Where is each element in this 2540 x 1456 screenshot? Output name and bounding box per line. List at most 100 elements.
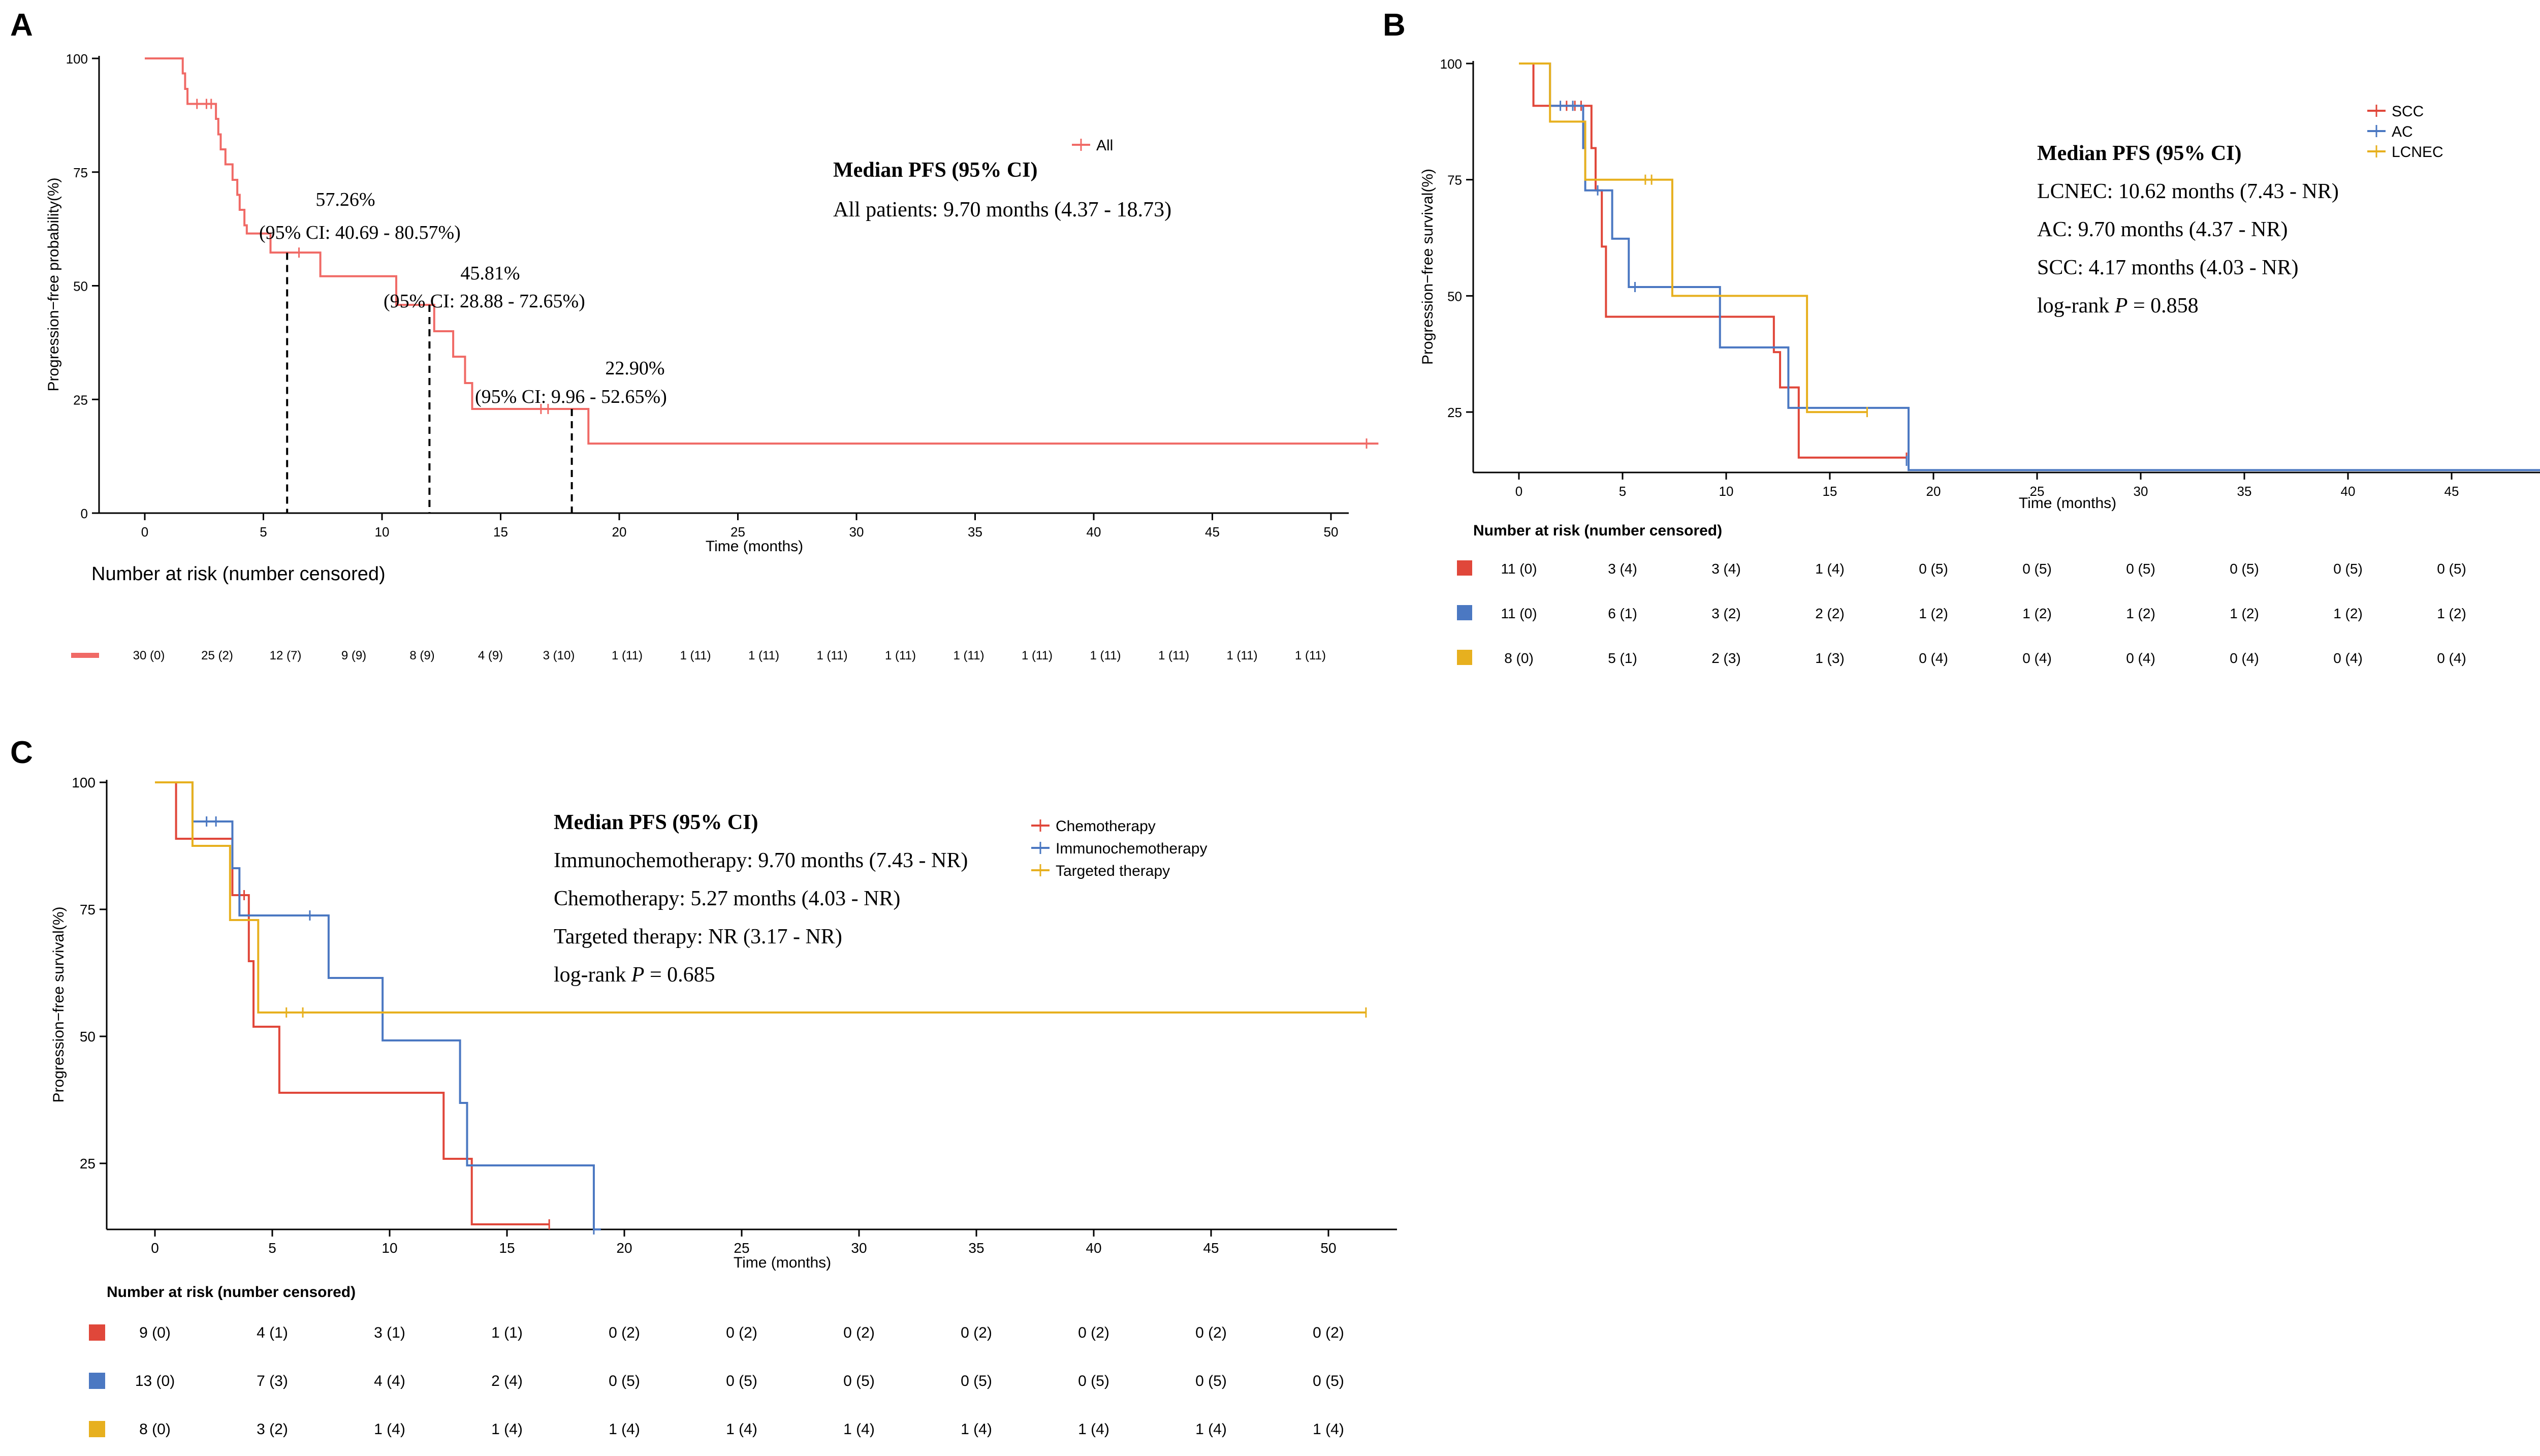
panel-a-risk-cell: 3 (10) bbox=[543, 649, 575, 662]
panel-c-x-tick-label: 5 bbox=[268, 1240, 276, 1256]
panel-a-risk-cell: 12 (7) bbox=[270, 649, 302, 662]
panel-c-risk-cell: 0 (2) bbox=[1195, 1324, 1227, 1341]
panel-b-x-tick-label: 40 bbox=[2341, 484, 2356, 499]
panel-b-risk-cell: 0 (5) bbox=[2126, 561, 2155, 577]
panel-a-risk-cell: 1 (11) bbox=[612, 649, 643, 662]
panel-c-risk-cell: 8 (0) bbox=[139, 1421, 171, 1438]
panel-c-risk-cell: 1 (4) bbox=[609, 1421, 640, 1438]
panel-b-x-tick-label: 20 bbox=[1926, 484, 1941, 499]
panel-c-legend-label: Targeted therapy bbox=[1056, 863, 1170, 879]
panel-c-risk-cell: 0 (5) bbox=[961, 1373, 992, 1389]
panel-b-pvalue: log-rank P = 0.858 bbox=[2037, 294, 2199, 318]
panel-b-legend-label: SCC bbox=[2392, 103, 2424, 120]
panel-b-x-tick-label: 5 bbox=[1619, 484, 1626, 499]
panel-b-x-tick-label: 0 bbox=[1515, 484, 1522, 499]
panel-c-series-chemotherapy-line bbox=[155, 782, 549, 1224]
panel-a-x-tick-label: 40 bbox=[1087, 524, 1101, 540]
panel-a-x-tick-label: 30 bbox=[849, 524, 864, 540]
panel-a-risk-cell: 1 (11) bbox=[1158, 649, 1189, 662]
panel-b-legend-label: AC bbox=[2392, 123, 2413, 140]
panel-c-y-axis-label: Progression−free survival(%) bbox=[50, 907, 67, 1103]
panel-b-risk-cell: 0 (4) bbox=[2333, 650, 2363, 666]
panel-b-risk-swatch bbox=[1457, 560, 1472, 576]
panel-c-pvalue: log-rank P = 0.685 bbox=[554, 963, 715, 987]
panel-a-risk-cell: 8 (9) bbox=[409, 649, 434, 662]
panel-c-y-tick-label: 25 bbox=[80, 1156, 96, 1172]
panel-c-letter: C bbox=[10, 735, 33, 770]
panel-c-risk-cell: 0 (5) bbox=[609, 1373, 640, 1389]
panel-b-risk-cell: 0 (4) bbox=[2022, 650, 2052, 666]
panel-c-risk-cell: 7 (3) bbox=[257, 1373, 288, 1389]
panel-c-risk-cell: 0 (5) bbox=[1078, 1373, 1109, 1389]
panel-b-risk-cell: 0 (5) bbox=[1919, 561, 1948, 577]
panel-b-risk-swatch bbox=[1457, 650, 1472, 665]
panel-a-risk-cell: 1 (11) bbox=[748, 649, 779, 662]
panel-b-risk-cell: 0 (4) bbox=[1919, 650, 1948, 666]
panel-b-risk-cell: 3 (4) bbox=[1711, 561, 1741, 577]
panel-a-annotation-pct: 22.90% bbox=[605, 358, 664, 379]
panel-b-pvalue-suffix: = 0.858 bbox=[2128, 294, 2198, 318]
panel-a-y-tick-label: 100 bbox=[66, 51, 88, 67]
panel-c-risk-cell: 1 (4) bbox=[843, 1421, 875, 1438]
panel-c-risk-cell: 4 (1) bbox=[257, 1324, 288, 1341]
panel-a-x-tick-label: 50 bbox=[1324, 524, 1339, 540]
panel-c-risk-cell: 1 (4) bbox=[374, 1421, 405, 1438]
panel-c-stats-line: Chemotherapy: 5.27 months (4.03 - NR) bbox=[554, 887, 900, 910]
panel-b-risk-cell: 0 (4) bbox=[2126, 650, 2155, 666]
panel-b-series-lcnec-line bbox=[1519, 64, 1867, 412]
panel-a-risk-cell: 1 (11) bbox=[954, 649, 985, 662]
panel-c-risk-cell: 0 (2) bbox=[1078, 1324, 1109, 1341]
panel-c-x-tick-label: 50 bbox=[1320, 1240, 1336, 1256]
panel-a-annotation-ci: (95% CI: 28.88 - 72.65%) bbox=[384, 291, 585, 312]
panel-a-risk-cell: 1 (11) bbox=[885, 649, 916, 662]
panel-b-x-tick-label: 35 bbox=[2237, 484, 2252, 499]
panel-c-legend-label: Chemotherapy bbox=[1056, 818, 1156, 835]
panel-a-x-tick-label: 25 bbox=[731, 524, 745, 540]
panel-b-risk-cell: 11 (0) bbox=[1501, 561, 1537, 577]
panel-a-y-tick-label: 25 bbox=[73, 392, 88, 407]
panel-b-risk-cell: 1 (4) bbox=[1815, 561, 1845, 577]
panel-c-risk-cell: 1 (1) bbox=[491, 1324, 523, 1341]
panel-a-plot: 0 25 50 75 100 0 5 10 15 20 25 30 35 40 45 50 Time (mont… bbox=[45, 51, 1378, 662]
panel-a-y-tick-label: 75 bbox=[73, 165, 88, 180]
panel-a-y-tick-label: 50 bbox=[73, 279, 88, 294]
panel-b-letter: B bbox=[1383, 8, 1406, 43]
panel-c-risk-cell: 1 (4) bbox=[1078, 1421, 1109, 1438]
panel-c-risk-cell: 0 (2) bbox=[1313, 1324, 1344, 1341]
panel-a-risk-cell: 30 (0) bbox=[133, 649, 165, 662]
panel-b-risk-cell: 3 (2) bbox=[1711, 606, 1741, 621]
panel-b-risk-cell: 1 (2) bbox=[2333, 606, 2363, 621]
panel-c-risk-cell: 2 (4) bbox=[491, 1373, 523, 1389]
panel-c-stats-title: Median PFS (95% CI) bbox=[554, 811, 758, 834]
panel-a-risk-cell: 1 (11) bbox=[1227, 649, 1258, 662]
panel-a-x-tick-label: 10 bbox=[375, 524, 390, 540]
panel-b-stats-line: SCC: 4.17 months (4.03 - NR) bbox=[2037, 256, 2299, 279]
panel-a-x-tick-label: 45 bbox=[1205, 524, 1220, 540]
panel-a-risk-cell: 1 (11) bbox=[1022, 649, 1053, 662]
panel-a-annotation-pct: 57.26% bbox=[315, 189, 375, 210]
panel-c-risk-cell: 1 (4) bbox=[726, 1421, 757, 1438]
panel-b-risk-cell: 2 (2) bbox=[1815, 606, 1845, 621]
panel-c-risk-title: Number at risk (number censored) bbox=[107, 1284, 356, 1301]
panel-b-risk-cell: 0 (5) bbox=[2333, 561, 2363, 577]
panel-b-risk-cell: 5 (1) bbox=[1608, 650, 1637, 666]
panel-a-stats-title: Median PFS (95% CI) bbox=[833, 159, 1038, 182]
panel-c-stats-line: Targeted therapy: NR (3.17 - NR) bbox=[554, 925, 842, 948]
panel-b-risk-cell: 0 (4) bbox=[2437, 650, 2466, 666]
panel-a-risk-cell: 25 (2) bbox=[201, 649, 233, 662]
panel-b-x-tick-label: 15 bbox=[1823, 484, 1837, 499]
panel-b-x-tick-label: 10 bbox=[1719, 484, 1734, 499]
panel-b-risk-cell: 8 (0) bbox=[1504, 650, 1534, 666]
panel-b-pvalue-p: P bbox=[2114, 294, 2128, 318]
panel-c-plot: 25 50 75 100 0 5 10 15 20 25 30 35 40 45 50 Time (month… bbox=[50, 775, 1397, 1438]
panel-c-pvalue-p: P bbox=[631, 963, 645, 987]
panel-c: C 25 50 75 100 0 5 10 15 20 25 30 35 40 45 50 Time (mon… bbox=[10, 735, 1397, 1438]
panel-c-risk-swatch bbox=[89, 1324, 105, 1341]
panel-a-series-all-line bbox=[145, 58, 1378, 444]
panel-b-risk-cell: 2 (3) bbox=[1711, 650, 1741, 666]
panel-b-risk-cell: 6 (1) bbox=[1608, 606, 1637, 621]
panel-a-x-tick-label: 15 bbox=[493, 524, 508, 540]
panel-c-x-tick-label: 30 bbox=[851, 1240, 867, 1256]
panel-c-risk-cell: 3 (1) bbox=[374, 1324, 405, 1341]
panel-b-risk-cell: 0 (5) bbox=[2022, 561, 2052, 577]
